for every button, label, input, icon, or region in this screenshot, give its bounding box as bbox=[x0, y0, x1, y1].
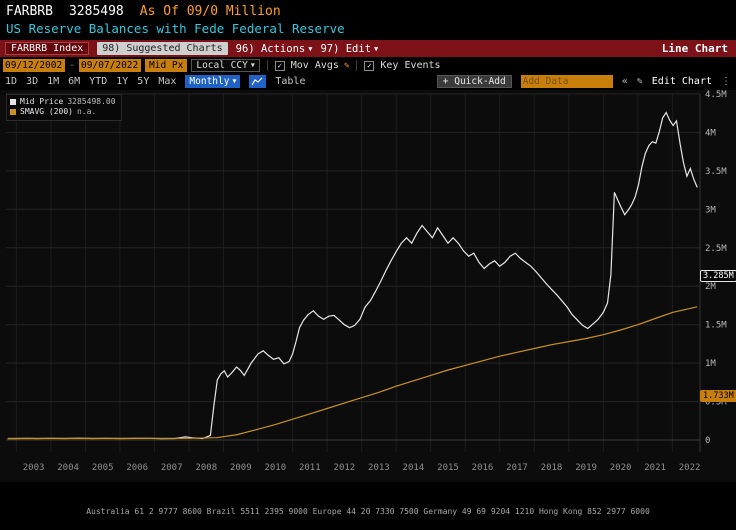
currency-dropdown[interactable]: Local CCY ▼ bbox=[191, 59, 260, 72]
last-price-badge: 3.285M bbox=[700, 270, 736, 282]
legend-label: SMAVG (200) bbox=[20, 107, 73, 116]
actions-menu[interactable]: 96) Actions ▼ bbox=[235, 42, 313, 55]
x-axis-label: 2009 bbox=[230, 463, 252, 473]
price-type-dropdown[interactable]: Mid Px bbox=[145, 59, 188, 72]
legend-value: n.a. bbox=[76, 107, 97, 116]
range-6m[interactable]: 6M bbox=[68, 76, 81, 87]
key-events-label: Key Events bbox=[380, 60, 441, 71]
x-axis-label: 2010 bbox=[264, 463, 286, 473]
legend-item-mid-price[interactable]: Mid Price 3285498.00 bbox=[10, 97, 116, 107]
x-axis-label: 2016 bbox=[472, 463, 494, 473]
y-axis-label: 2.5M bbox=[705, 244, 727, 254]
range-ytd[interactable]: YTD bbox=[89, 76, 108, 87]
divider bbox=[356, 60, 358, 71]
quick-add-button[interactable]: + Quick-Add bbox=[436, 75, 512, 88]
y-axis-label: 4M bbox=[705, 128, 716, 138]
chart-area: 2003 2004 2005 2006 2007 2008 2009 2010 2011 2012… bbox=[0, 90, 736, 482]
line-chart-icon bbox=[252, 77, 263, 86]
command-line[interactable]: FARBRB 3285498 As Of 09/0 Million bbox=[6, 2, 736, 20]
legend-value: 3285498.00 bbox=[67, 97, 116, 106]
range-max[interactable]: Max bbox=[158, 76, 177, 87]
chevron-down-icon: ▼ bbox=[250, 61, 255, 69]
terminal-footer: Australia 61 2 9777 8600 Brazil 5511 239… bbox=[0, 484, 736, 530]
x-axis-label: 2012 bbox=[334, 463, 356, 473]
edit-mov-avgs-icon[interactable]: ✎ bbox=[343, 60, 350, 71]
y-axis-label: 4.5M bbox=[705, 90, 727, 100]
date-from-input[interactable] bbox=[3, 59, 65, 72]
x-axis-label: 2022 bbox=[679, 463, 701, 473]
smavg-price-badge: 1.733M bbox=[700, 390, 736, 402]
mov-avgs-label: Mov Avgs bbox=[290, 60, 339, 71]
x-axis-label: 2017 bbox=[506, 463, 528, 473]
x-axis-label: 2015 bbox=[437, 463, 459, 473]
y-axis-label: 0.5M bbox=[705, 398, 727, 408]
period-bar: 1D 3D 1M 6M YTD 1Y 5Y Max Monthly ▼ Tabl… bbox=[0, 74, 736, 89]
y-axis-label: 0 bbox=[705, 436, 710, 446]
x-axis-label: 2005 bbox=[92, 463, 114, 473]
security-field[interactable]: FARBRB Index bbox=[5, 42, 90, 55]
ticker-symbol: FARBRB bbox=[6, 3, 53, 19]
y-axis-label: 3M bbox=[705, 205, 716, 215]
collapse-panel-icon[interactable]: « bbox=[621, 76, 628, 87]
mov-avgs-checkbox[interactable]: ✓ bbox=[274, 60, 285, 71]
y-axis-label: 1.5M bbox=[705, 321, 727, 331]
range-1y[interactable]: 1Y bbox=[116, 76, 129, 87]
x-axis-label: 2003 bbox=[23, 463, 45, 473]
chart-legend: Mid Price 3285498.00 SMAVG (200) n.a. bbox=[6, 94, 122, 121]
y-axis-label: 2M bbox=[705, 282, 716, 292]
x-axis-label: 2011 bbox=[299, 463, 321, 473]
date-to-input[interactable] bbox=[79, 59, 142, 72]
edit-chart-button[interactable]: Edit Chart bbox=[651, 76, 712, 87]
suggested-charts-button[interactable]: 98) Suggested Charts bbox=[97, 42, 228, 55]
x-axis-label: 2021 bbox=[644, 463, 666, 473]
x-axis-label: 2019 bbox=[575, 463, 597, 473]
date-separator: - bbox=[69, 60, 76, 71]
chart-canvas[interactable]: 2003 2004 2005 2006 2007 2008 2009 2010 2011 2012… bbox=[0, 90, 736, 482]
frequency-dropdown[interactable]: Monthly ▼ bbox=[185, 75, 241, 88]
x-axis-label: 2008 bbox=[195, 463, 217, 473]
security-description: US Reserve Balances with Fede Federal Re… bbox=[6, 21, 345, 36]
screen-title: Line Chart bbox=[661, 42, 728, 55]
x-axis-label: 2020 bbox=[610, 463, 632, 473]
range-1d[interactable]: 1D bbox=[5, 76, 18, 87]
x-axis-label: 2018 bbox=[541, 463, 563, 473]
x-axis-label: 2004 bbox=[57, 463, 79, 473]
x-axis-label: 2013 bbox=[368, 463, 390, 473]
last-value: 3285498 bbox=[68, 3, 124, 19]
table-button[interactable]: Table bbox=[275, 76, 306, 87]
series-line-1 bbox=[7, 306, 698, 440]
mid-price-swatch bbox=[10, 99, 16, 105]
range-3d[interactable]: 3D bbox=[26, 76, 39, 87]
chevron-down-icon: ▼ bbox=[308, 44, 313, 53]
as-of-label: As Of 09/0 Million bbox=[139, 3, 281, 19]
y-axis-label: 1M bbox=[705, 359, 716, 369]
add-data-input[interactable] bbox=[520, 75, 613, 88]
range-1m[interactable]: 1M bbox=[47, 76, 60, 87]
legend-label: Mid Price bbox=[20, 97, 64, 106]
chart-style-button[interactable] bbox=[249, 75, 267, 88]
more-options-icon[interactable]: ⋮ bbox=[721, 76, 731, 87]
y-axis-label: 3.5M bbox=[705, 167, 727, 177]
smavg-swatch bbox=[10, 109, 16, 115]
x-axis-label: 2006 bbox=[126, 463, 148, 473]
chevron-down-icon: ▼ bbox=[374, 44, 379, 53]
range-5y[interactable]: 5Y bbox=[137, 76, 150, 87]
divider bbox=[266, 60, 268, 71]
footer-contacts-line1: Australia 61 2 9777 8600 Brazil 5511 239… bbox=[86, 507, 650, 516]
chart-toolbar: - Mid Px Local CCY ▼ ✓ Mov Avgs ✎ ✓ Key … bbox=[0, 58, 736, 73]
chevron-down-icon: ▼ bbox=[232, 77, 237, 85]
series-line-0 bbox=[7, 111, 698, 440]
x-axis-label: 2007 bbox=[161, 463, 183, 473]
x-axis-label: 2014 bbox=[403, 463, 425, 473]
legend-item-smavg[interactable]: SMAVG (200) n.a. bbox=[10, 107, 116, 117]
edit-chart-icon[interactable]: ✎ bbox=[636, 76, 643, 87]
edit-menu[interactable]: 97) Edit ▼ bbox=[320, 42, 379, 55]
key-events-checkbox[interactable]: ✓ bbox=[364, 60, 375, 71]
function-bar: FARBRB Index 98) Suggested Charts 96) Ac… bbox=[0, 40, 736, 57]
